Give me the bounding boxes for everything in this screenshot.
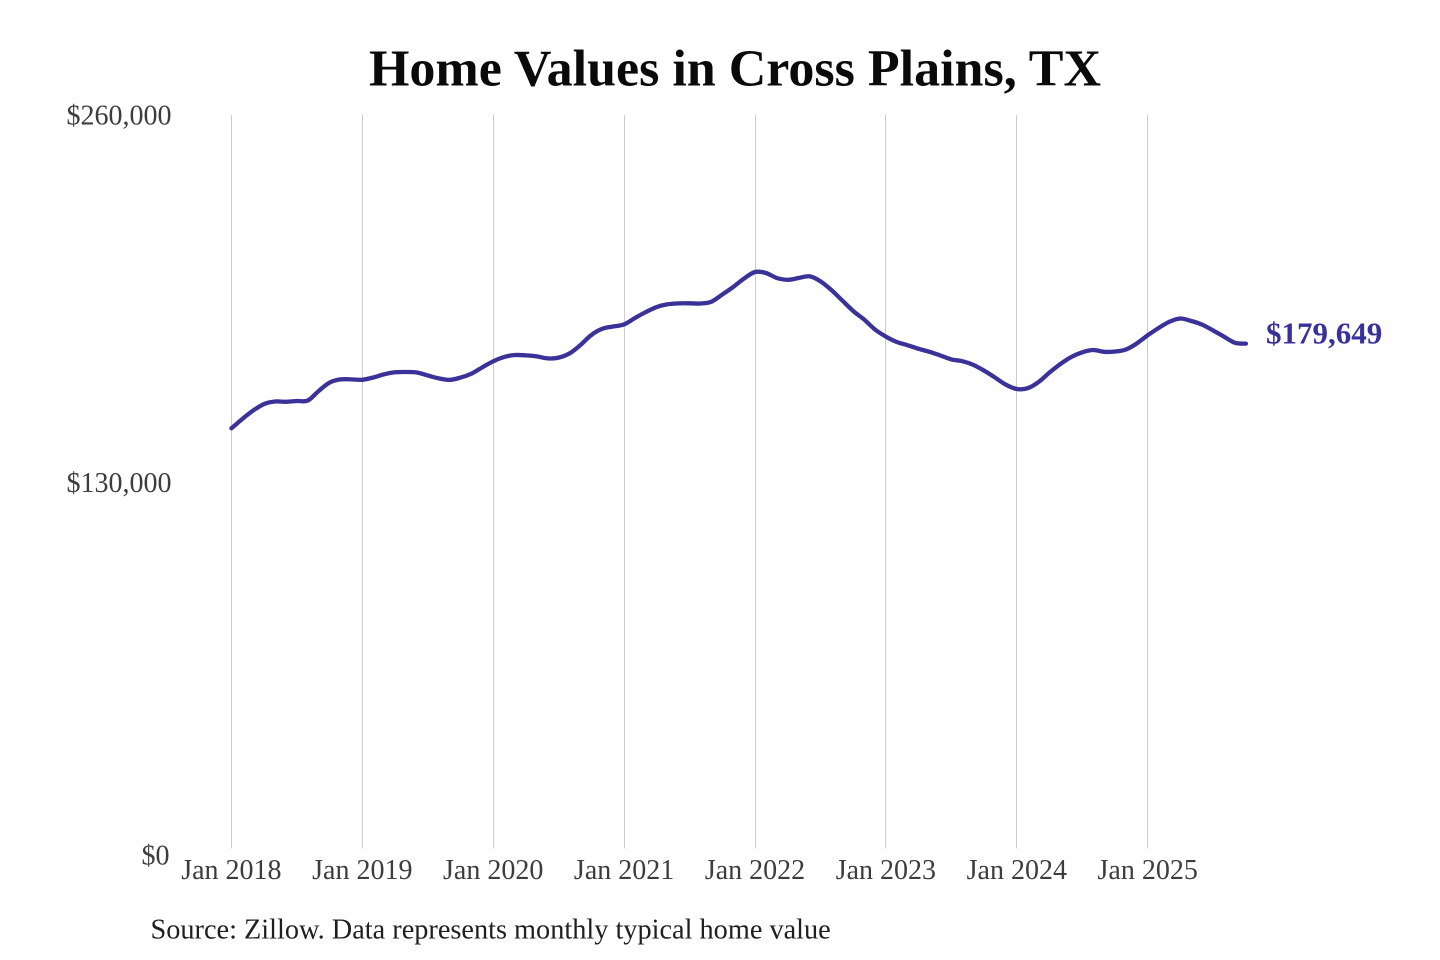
svg-text:Source: Zillow. Data represent: Source: Zillow. Data represents monthly … bbox=[151, 915, 831, 946]
svg-text:Jan 2025: Jan 2025 bbox=[1098, 855, 1198, 886]
svg-text:$130,000: $130,000 bbox=[67, 468, 172, 499]
svg-text:Jan 2023: Jan 2023 bbox=[836, 855, 936, 886]
svg-text:Jan 2020: Jan 2020 bbox=[443, 855, 543, 886]
svg-text:Jan 2019: Jan 2019 bbox=[312, 855, 412, 886]
svg-text:$0: $0 bbox=[142, 841, 170, 872]
svg-text:Home Values in Cross Plains, T: Home Values in Cross Plains, TX bbox=[369, 41, 1101, 98]
svg-text:$179,649: $179,649 bbox=[1266, 316, 1382, 351]
svg-text:Jan 2024: Jan 2024 bbox=[967, 855, 1067, 886]
svg-text:$260,000: $260,000 bbox=[67, 101, 172, 132]
svg-text:Jan 2022: Jan 2022 bbox=[705, 855, 805, 886]
svg-text:Jan 2021: Jan 2021 bbox=[574, 855, 674, 886]
svg-text:Jan 2018: Jan 2018 bbox=[181, 855, 281, 886]
